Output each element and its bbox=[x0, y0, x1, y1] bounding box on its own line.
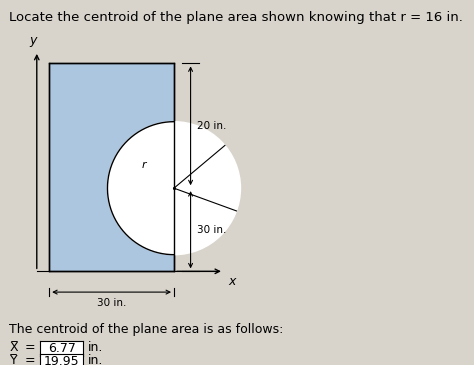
Text: 6.77: 6.77 bbox=[48, 342, 75, 355]
Text: r: r bbox=[142, 160, 146, 170]
Circle shape bbox=[108, 122, 240, 255]
Text: x: x bbox=[228, 276, 236, 288]
Bar bbox=[49, 64, 174, 271]
Text: 30 in.: 30 in. bbox=[197, 225, 226, 235]
Text: X̅: X̅ bbox=[9, 341, 18, 354]
Text: 30 in.: 30 in. bbox=[97, 298, 126, 308]
Text: in.: in. bbox=[88, 354, 103, 365]
Text: =: = bbox=[21, 341, 40, 354]
Text: in.: in. bbox=[88, 341, 103, 354]
Text: =: = bbox=[21, 354, 40, 365]
Text: Locate the centroid of the plane area shown knowing that r = 16 in.: Locate the centroid of the plane area sh… bbox=[9, 11, 464, 24]
Text: The centroid of the plane area is as follows:: The centroid of the plane area is as fol… bbox=[9, 323, 284, 336]
Text: Y̅: Y̅ bbox=[9, 354, 17, 365]
Text: 19.95: 19.95 bbox=[44, 355, 80, 365]
Text: y: y bbox=[29, 34, 36, 47]
Text: 20 in.: 20 in. bbox=[197, 121, 226, 131]
